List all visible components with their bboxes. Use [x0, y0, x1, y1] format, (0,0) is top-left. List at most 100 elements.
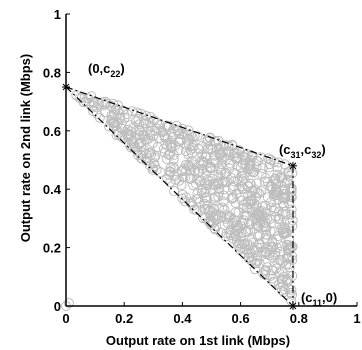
y-tick-label: 1 — [54, 7, 61, 22]
scatter-point — [210, 224, 220, 235]
scatter-point — [272, 242, 282, 253]
scatter-point — [260, 233, 271, 244]
scatter-point — [197, 149, 208, 160]
x-tick-label: 0.4 — [173, 311, 192, 326]
scatter-point — [230, 198, 241, 208]
scatter-point — [136, 108, 146, 119]
scatter-point — [249, 245, 260, 256]
scatter-point — [277, 274, 288, 285]
scatter-point — [241, 153, 252, 163]
scatter-point — [231, 225, 242, 236]
scatter-point — [136, 137, 147, 148]
scatter-point — [262, 192, 273, 203]
scatter-point — [266, 202, 277, 213]
scatter-point — [186, 148, 197, 159]
scatter-point — [211, 210, 222, 221]
scatter-point — [223, 140, 234, 151]
scatter-point — [254, 210, 265, 221]
scatter-point — [86, 91, 97, 102]
scatter-point — [268, 252, 279, 263]
scatter-point — [165, 139, 176, 150]
scatter-point — [279, 222, 290, 233]
scatter-point — [208, 212, 219, 223]
scatter-point — [110, 103, 121, 114]
scatter-point — [247, 251, 258, 262]
scatter-point — [201, 183, 212, 194]
scatter-point — [101, 98, 112, 109]
scatter-point — [183, 149, 194, 160]
scatter-point — [267, 242, 278, 253]
scatter-point — [248, 237, 259, 248]
scatter-point — [286, 183, 297, 194]
scatter-point — [200, 177, 211, 188]
scatter-point — [270, 186, 281, 197]
scatter-point — [217, 178, 227, 189]
scatter-point — [260, 266, 271, 277]
scatter-point — [154, 120, 165, 130]
scatter-point — [110, 120, 120, 130]
scatter-point — [255, 217, 266, 228]
scatter-point — [252, 221, 263, 232]
scatter-point — [268, 206, 279, 216]
scatter-point — [210, 191, 221, 202]
scatter-point — [252, 187, 263, 198]
scatter-point — [264, 162, 275, 173]
scatter-point — [142, 153, 153, 164]
scatter-point — [128, 122, 139, 133]
x-tick-label: 0.2 — [115, 311, 133, 326]
x-tick-label: 0.8 — [290, 311, 308, 326]
boundary-lines — [65, 86, 294, 307]
scatter-point — [171, 120, 182, 131]
scatter-point — [112, 100, 123, 111]
scatter-point — [179, 196, 190, 207]
scatter-point — [219, 152, 230, 163]
scatter-point — [201, 195, 212, 206]
scatter-point — [245, 194, 256, 205]
vertex-label: (0,c22) — [88, 61, 125, 79]
x-tick-label: 0 — [62, 311, 69, 326]
scatter-point — [174, 136, 185, 147]
scatter-point — [216, 167, 226, 178]
x-axis-label: Output rate on 1st link (Mbps) — [106, 333, 290, 348]
scatter-point — [194, 166, 205, 177]
scatter-point — [287, 254, 298, 265]
scatter-point — [202, 165, 213, 176]
scatter-point — [213, 177, 224, 188]
scatter-point — [172, 125, 183, 136]
scatter-point — [286, 242, 297, 253]
scatter-point — [134, 129, 145, 140]
ticks: 0 0.2 0.4 0.6 0.8 1 0 0.2 0.4 0.6 0.8 1 — [43, 7, 361, 326]
scatter-point — [277, 267, 288, 277]
scatter-point — [150, 161, 160, 171]
scatter-point — [254, 238, 265, 249]
scatter-point — [231, 154, 242, 165]
scatter-point — [236, 231, 247, 242]
scatter-point — [155, 167, 166, 178]
scatter-point — [188, 180, 199, 191]
scatter-point — [219, 176, 230, 187]
scatter-point — [281, 177, 292, 188]
scatter-point — [150, 151, 161, 162]
scatter-point — [197, 156, 208, 167]
scatter-point — [273, 214, 284, 225]
scatter-point — [124, 139, 135, 150]
scatter-point — [248, 167, 259, 178]
scatter-point — [104, 121, 115, 132]
scatter-point — [219, 168, 230, 179]
scatter-point — [122, 109, 133, 120]
scatter-point — [181, 129, 192, 140]
scatter-point — [137, 129, 148, 140]
vertex-label: (c11,0) — [301, 290, 337, 308]
scatter-point — [63, 298, 74, 309]
scatter-point — [197, 163, 208, 174]
scatter-point — [177, 193, 188, 204]
scatter-point — [264, 159, 275, 170]
scatter-point — [267, 236, 278, 247]
scatter-point — [133, 150, 144, 161]
scatter-point — [204, 163, 215, 174]
scatter-point — [283, 274, 294, 285]
scatter-point — [190, 165, 200, 176]
scatter-point — [250, 264, 260, 275]
scatter-point — [283, 234, 294, 245]
